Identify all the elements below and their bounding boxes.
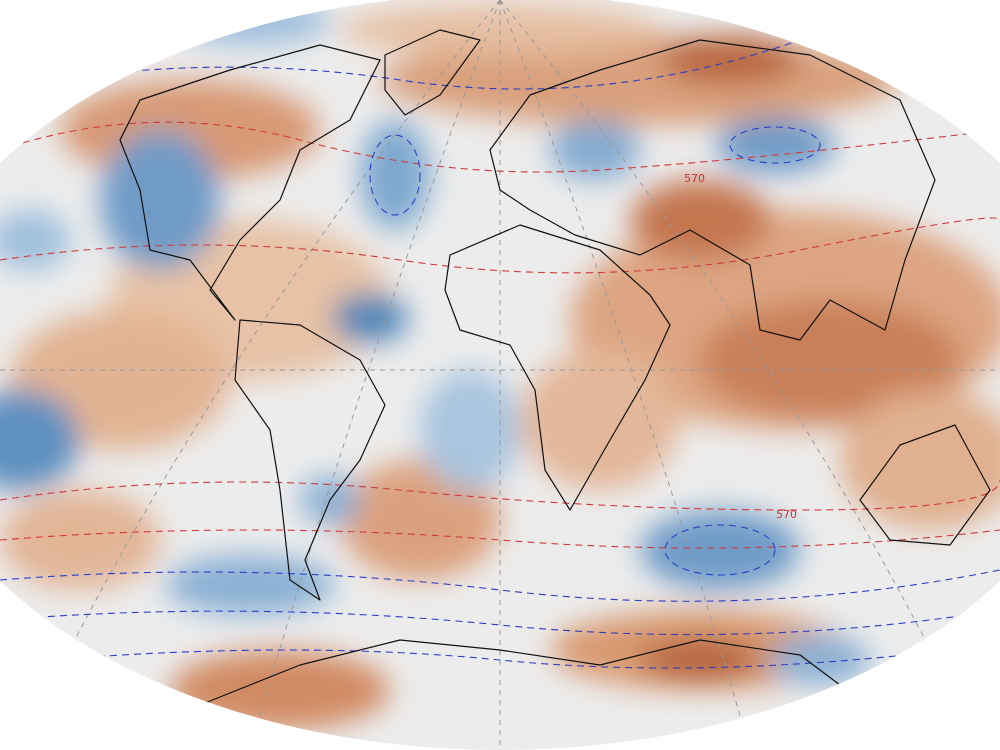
meridian: [249, 0, 501, 750]
contour-line: [729, 126, 821, 164]
contour-line: [0, 529, 1000, 549]
contour-line: [664, 524, 776, 576]
australia: [859, 424, 991, 546]
contour-label: 570: [776, 508, 797, 521]
greenland: [384, 29, 481, 116]
coastlines: [119, 29, 991, 706]
contour-label: 570: [684, 172, 705, 185]
contour-line: [49, 649, 951, 669]
anomaly-field: [0, 0, 1000, 730]
contour-line: [0, 569, 1000, 602]
eurasia: [489, 39, 936, 341]
africa: [444, 224, 671, 511]
contours: [0, 10, 1000, 669]
contour-line: [0, 121, 1000, 173]
antarctica: [199, 639, 861, 706]
contour-line: [0, 479, 1000, 511]
north-america: [119, 44, 381, 321]
contour-line: [0, 609, 1000, 636]
contour-line: [369, 134, 421, 216]
contour-line: [0, 217, 1000, 274]
south-america: [234, 319, 386, 601]
meridian: [499, 0, 751, 750]
contour-line: [0, 10, 1000, 91]
